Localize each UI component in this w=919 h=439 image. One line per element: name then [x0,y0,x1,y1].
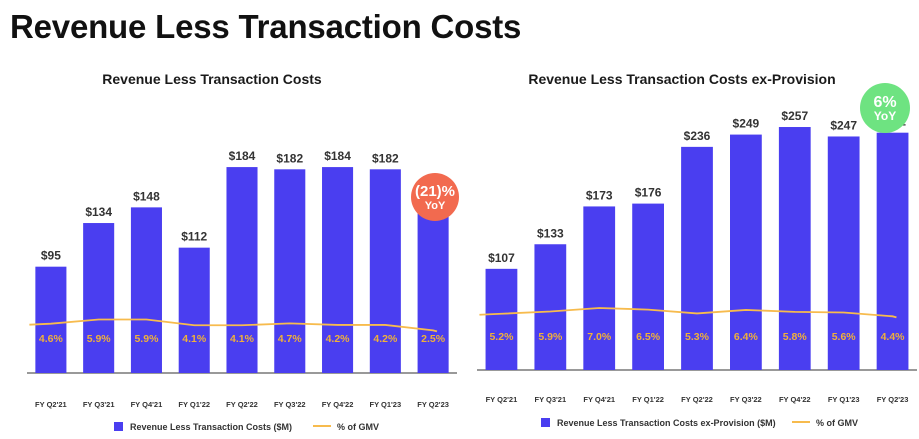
x-tick-label: FY Q1'22 [178,400,210,409]
gmv-percent-label: 4.2% [326,333,351,345]
bar-value-label: $133 [537,226,564,240]
gmv-percent-label: 5.3% [685,331,710,343]
bar-value-label: $107 [488,251,515,265]
x-tick-label: FY Q1'23 [828,395,860,404]
gmv-percent-label: 4.1% [182,333,207,345]
bar [730,134,762,370]
bar-value-label: $184 [229,149,256,163]
bar [876,132,909,370]
bar-value-label: $112 [181,230,207,244]
bar-value-label: $148 [133,189,160,203]
yoy-badge-circle [860,83,910,133]
bar-value-label: $236 [684,129,711,143]
x-tick-label: FY Q4'21 [583,395,615,404]
x-tick-label: FY Q3'21 [83,400,115,409]
legend-label-bar: Revenue Less Transaction Costs ex-Provis… [557,418,776,428]
legend-label-line: % of GMV [337,422,379,432]
yoy-badge: 6%YoY [860,83,910,133]
x-tick-label: FY Q2'23 [877,395,909,404]
bar [632,203,664,370]
legend: Revenue Less Transaction Costs ex-Provis… [541,418,858,428]
gmv-percent-label: 6.4% [734,331,759,343]
chart-revenue-less-transaction-costs-ex-provision: Revenue Less Transaction Costs ex-Provis… [477,71,917,428]
x-tick-label: FY Q1'22 [632,395,664,404]
legend: Revenue Less Transaction Costs ($M) % of … [114,422,379,432]
bar [322,167,354,373]
x-tick-label: FY Q2'22 [681,395,713,404]
gmv-percent-label: 5.6% [832,331,857,343]
bar-value-label: $247 [830,118,857,132]
gmv-percent-line [479,307,897,319]
x-tick-label: FY Q2'23 [417,400,449,409]
bar [274,169,306,373]
gmv-percent-label: 7.0% [587,331,612,343]
bar [178,247,210,373]
x-tick-label: FY Q4'22 [779,395,811,404]
legend-swatch-bar [541,418,550,427]
bar [369,169,401,373]
legend-label-bar: Revenue Less Transaction Costs ($M) [130,422,292,432]
bar-value-label: $184 [324,149,351,163]
gmv-percent-label: 4.1% [230,333,255,345]
legend-swatch-bar [114,422,123,431]
yoy-badge-label: YoY [874,109,896,123]
bar [130,207,162,373]
bar [583,206,616,370]
gmv-percent-label: 5.9% [87,333,112,345]
bar [534,244,567,370]
gmv-percent-label: 6.5% [636,331,661,343]
bar [226,167,258,373]
yoy-badge: (21)%YoY [411,173,459,221]
chart-title: Revenue Less Transaction Costs ex-Provis… [528,71,835,87]
gmv-percent-label: 5.8% [783,331,808,343]
page-title: Revenue Less Transaction Costs [10,8,522,45]
legend-label-line: % of GMV [816,418,858,428]
chart-revenue-less-transaction-costs: Revenue Less Transaction Costs $95 FY Q2'… [27,71,459,432]
yoy-badge-circle [411,173,459,221]
bar [681,146,713,370]
x-tick-label: FY Q3'21 [534,395,566,404]
x-tick-label: FY Q3'22 [274,400,306,409]
plot-area: $107 FY Q2'21 5.2% $133 FY Q3'21 5.9% $173 FY Q… [477,83,917,428]
yoy-badge-label: YoY [425,200,446,212]
bar [83,223,115,373]
gmv-percent-label: 5.9% [538,331,563,343]
gmv-percent-label: 2.5% [421,333,446,345]
gmv-percent-label: 4.6% [39,333,64,345]
gmv-percent-label: 5.9% [134,333,159,345]
bar [485,268,518,370]
x-tick-label: FY Q2'21 [486,395,518,404]
gmv-percent-line [29,318,438,333]
yoy-badge-value: (21)% [415,183,455,200]
x-tick-label: FY Q1'23 [369,400,401,409]
bar-value-label: $176 [635,186,662,200]
gmv-percent-label: 4.7% [278,333,303,345]
bar [827,136,860,370]
yoy-badge-value: 6% [873,94,896,111]
x-tick-label: FY Q3'22 [730,395,762,404]
x-tick-label: FY Q4'22 [322,400,354,409]
bar [35,266,67,373]
bar [778,127,811,370]
x-tick-label: FY Q4'21 [131,400,163,409]
x-tick-label: FY Q2'21 [35,400,67,409]
bar-value-label: $95 [41,249,61,263]
gmv-percent-label: 4.2% [373,333,398,345]
bar-value-label: $134 [85,205,112,219]
bar [417,211,449,373]
plot-area: $95 FY Q2'21 4.6% $134 FY Q3'21 5.9% $148 FY Q4… [27,149,459,432]
bar-value-label: $173 [586,188,613,202]
gmv-percent-label: 4.4% [881,331,906,343]
x-tick-label: FY Q2'22 [226,400,258,409]
gmv-percent-label: 5.2% [489,331,514,343]
bar-value-label: $257 [781,109,808,123]
bar-value-label: $249 [733,117,760,131]
bar-value-label: $182 [372,151,399,165]
bar-value-label: $182 [276,151,303,165]
chart-title: Revenue Less Transaction Costs [102,71,322,87]
